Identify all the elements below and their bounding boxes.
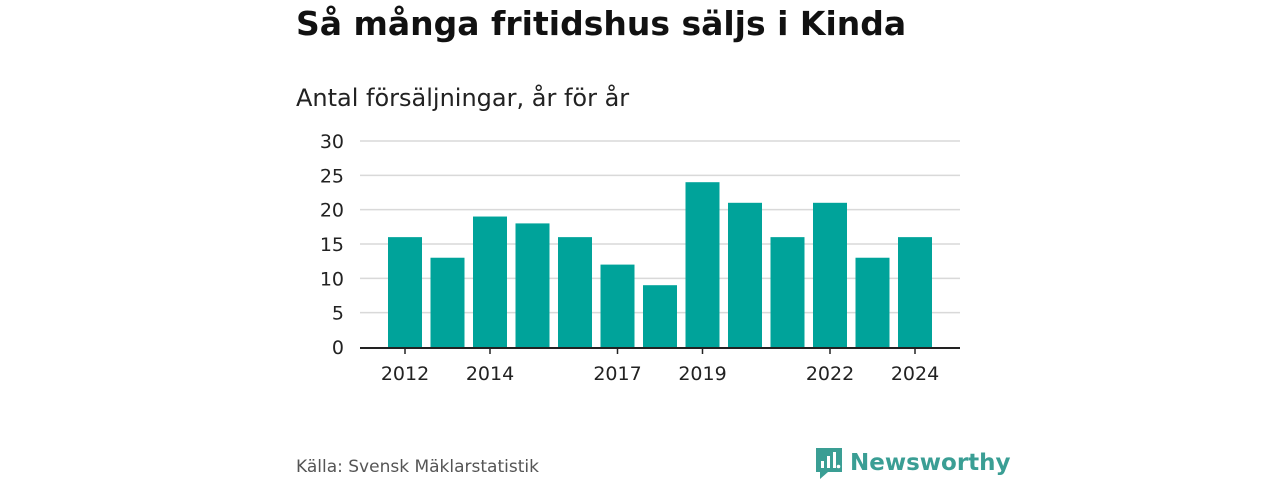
bar-2024 <box>898 237 932 347</box>
x-tick-label: 2012 <box>381 363 429 385</box>
bars <box>388 182 932 347</box>
y-tick-label: 20 <box>320 200 344 222</box>
source-note: Källa: Svensk Mäklarstatistik <box>296 457 539 477</box>
bar-2013 <box>430 257 465 347</box>
x-tick-label: 2022 <box>806 363 854 385</box>
newsworthy-logo-icon <box>816 448 842 479</box>
bar-2014 <box>473 216 507 347</box>
chart-subtitle: Antal försäljningar, år för år <box>296 84 630 112</box>
x-axis-ticks: 2012 2014 2017 2019 2022 2024 <box>381 348 939 385</box>
y-tick-label: 10 <box>320 268 344 290</box>
brand-logo: Newsworthy <box>814 446 1011 480</box>
y-tick-label: 0 <box>332 337 344 359</box>
y-tick-label: 5 <box>332 303 344 325</box>
bar-2018 <box>643 285 677 347</box>
y-tick-label: 30 <box>320 131 344 153</box>
bar-2023 <box>855 257 890 347</box>
bar-2020 <box>728 202 762 347</box>
y-tick-label: 15 <box>320 234 344 256</box>
bar-2019 <box>685 182 720 347</box>
chart-title: Så många fritidshus säljs i Kinda <box>296 4 907 43</box>
x-tick-label: 2019 <box>678 363 726 385</box>
bar-2021 <box>770 237 805 347</box>
x-tick-label: 2014 <box>466 363 514 385</box>
bar-2016 <box>558 237 592 347</box>
bar-2022 <box>813 202 847 347</box>
x-tick-label: 2017 <box>593 363 641 385</box>
brand-name: Newsworthy <box>850 450 1011 476</box>
y-axis-ticks: 0 5 10 15 20 25 30 <box>320 131 344 359</box>
bar-2015 <box>515 223 550 347</box>
y-tick-label: 25 <box>320 165 344 187</box>
bar-2012 <box>388 237 422 347</box>
bar-2017 <box>600 264 635 347</box>
bar-chart: 0 5 10 15 20 25 30 2012 2014 2017 2019 2022 2024 <box>320 131 960 385</box>
x-tick-label: 2024 <box>891 363 939 385</box>
